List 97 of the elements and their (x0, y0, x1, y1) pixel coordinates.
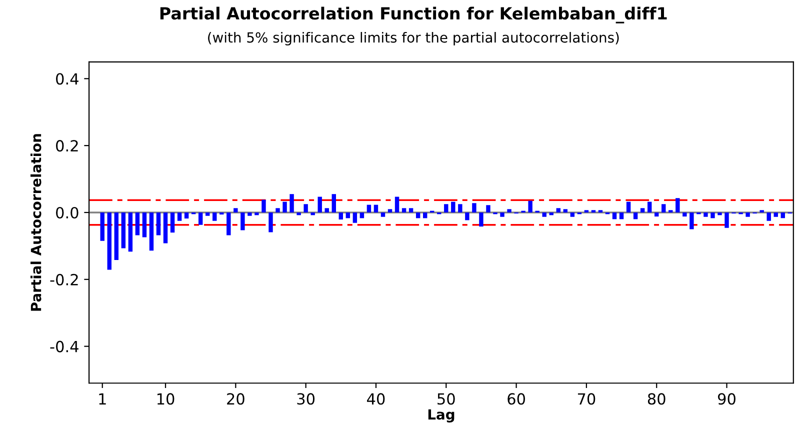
bar (206, 212, 210, 216)
bar (100, 212, 104, 241)
bar (290, 194, 294, 212)
bar (422, 212, 428, 218)
bar (654, 212, 659, 216)
bar (212, 212, 217, 221)
bar (121, 212, 126, 248)
bar (528, 200, 532, 212)
bar (332, 194, 336, 212)
bar (394, 196, 400, 212)
bar (296, 212, 301, 216)
bar (177, 212, 182, 221)
y-tick-label: -0.4 (50, 340, 78, 352)
bar (458, 204, 462, 212)
bar (282, 202, 287, 212)
bar (198, 212, 203, 225)
bar (507, 209, 512, 212)
bar (500, 212, 504, 217)
x-tick-label: 80 (648, 393, 666, 405)
bar (248, 212, 252, 216)
bar (170, 212, 175, 233)
bar (444, 204, 448, 212)
bar (479, 212, 484, 227)
chart-subtitle: (with 5% significance limits for the partial autocorrelations) (208, 32, 619, 46)
bar (724, 212, 729, 228)
bar (640, 208, 645, 212)
bar (360, 212, 364, 218)
bar (142, 212, 147, 238)
y-axis-title: Partial Autocorrelation (30, 134, 42, 311)
bar (633, 212, 638, 220)
bar (318, 196, 322, 212)
bar (619, 212, 624, 220)
bar (704, 212, 708, 217)
x-tick-label: 90 (718, 393, 736, 405)
bar (766, 212, 771, 221)
bar (570, 212, 575, 217)
x-tick-label: 50 (438, 393, 455, 405)
bar (690, 212, 694, 230)
bar (262, 200, 266, 212)
bar (156, 212, 161, 236)
x-tick-label: 1 (99, 393, 106, 404)
bar (346, 212, 350, 218)
y-tick-label: 0.0 (56, 206, 78, 219)
bar (718, 212, 722, 216)
bar (416, 212, 420, 218)
bar (184, 212, 189, 219)
bar (374, 204, 378, 212)
bar (710, 212, 715, 218)
x-tick-label: 70 (578, 393, 596, 405)
bar (234, 208, 238, 212)
bar (226, 212, 231, 236)
bar (338, 212, 344, 220)
y-tick-label: -0.2 (50, 274, 78, 286)
bar (310, 212, 315, 216)
x-tick-label: 30 (297, 393, 315, 405)
y-tick-label: 0.4 (56, 73, 78, 85)
bar (149, 212, 154, 251)
bar (304, 204, 308, 212)
bar (366, 204, 372, 212)
bar (240, 212, 245, 230)
bar (556, 208, 560, 212)
bar (486, 205, 490, 212)
bar (451, 202, 456, 212)
x-tick-label: 20 (227, 393, 244, 405)
bar (114, 212, 119, 260)
x-tick-label: 10 (157, 393, 174, 405)
bar (472, 203, 476, 212)
bar (676, 198, 680, 212)
bar (465, 212, 470, 220)
bar (128, 212, 133, 252)
bar (276, 208, 280, 212)
bar (774, 212, 778, 217)
bar (352, 212, 358, 223)
bar (647, 202, 652, 212)
bar (626, 202, 631, 212)
bar (402, 208, 406, 212)
bar (388, 209, 392, 212)
bar (612, 212, 617, 220)
bar (408, 208, 414, 212)
bar (563, 209, 568, 212)
bar (107, 212, 112, 270)
bar (163, 212, 168, 244)
bar (682, 212, 687, 216)
bar (324, 208, 329, 212)
bar (746, 212, 750, 217)
x-tick-label: 40 (367, 393, 385, 405)
bar (780, 212, 785, 218)
bar (380, 212, 386, 217)
bar (268, 212, 273, 232)
x-tick-label: 60 (508, 393, 525, 405)
bar (662, 204, 666, 212)
x-axis-title: Lag (428, 409, 454, 422)
bar (135, 212, 140, 236)
bar (542, 212, 546, 217)
bar (254, 212, 259, 216)
y-tick-label: 0.2 (56, 140, 78, 152)
chart-title: Partial Autocorrelation Function for Kelembaban_diff1 (160, 6, 667, 24)
